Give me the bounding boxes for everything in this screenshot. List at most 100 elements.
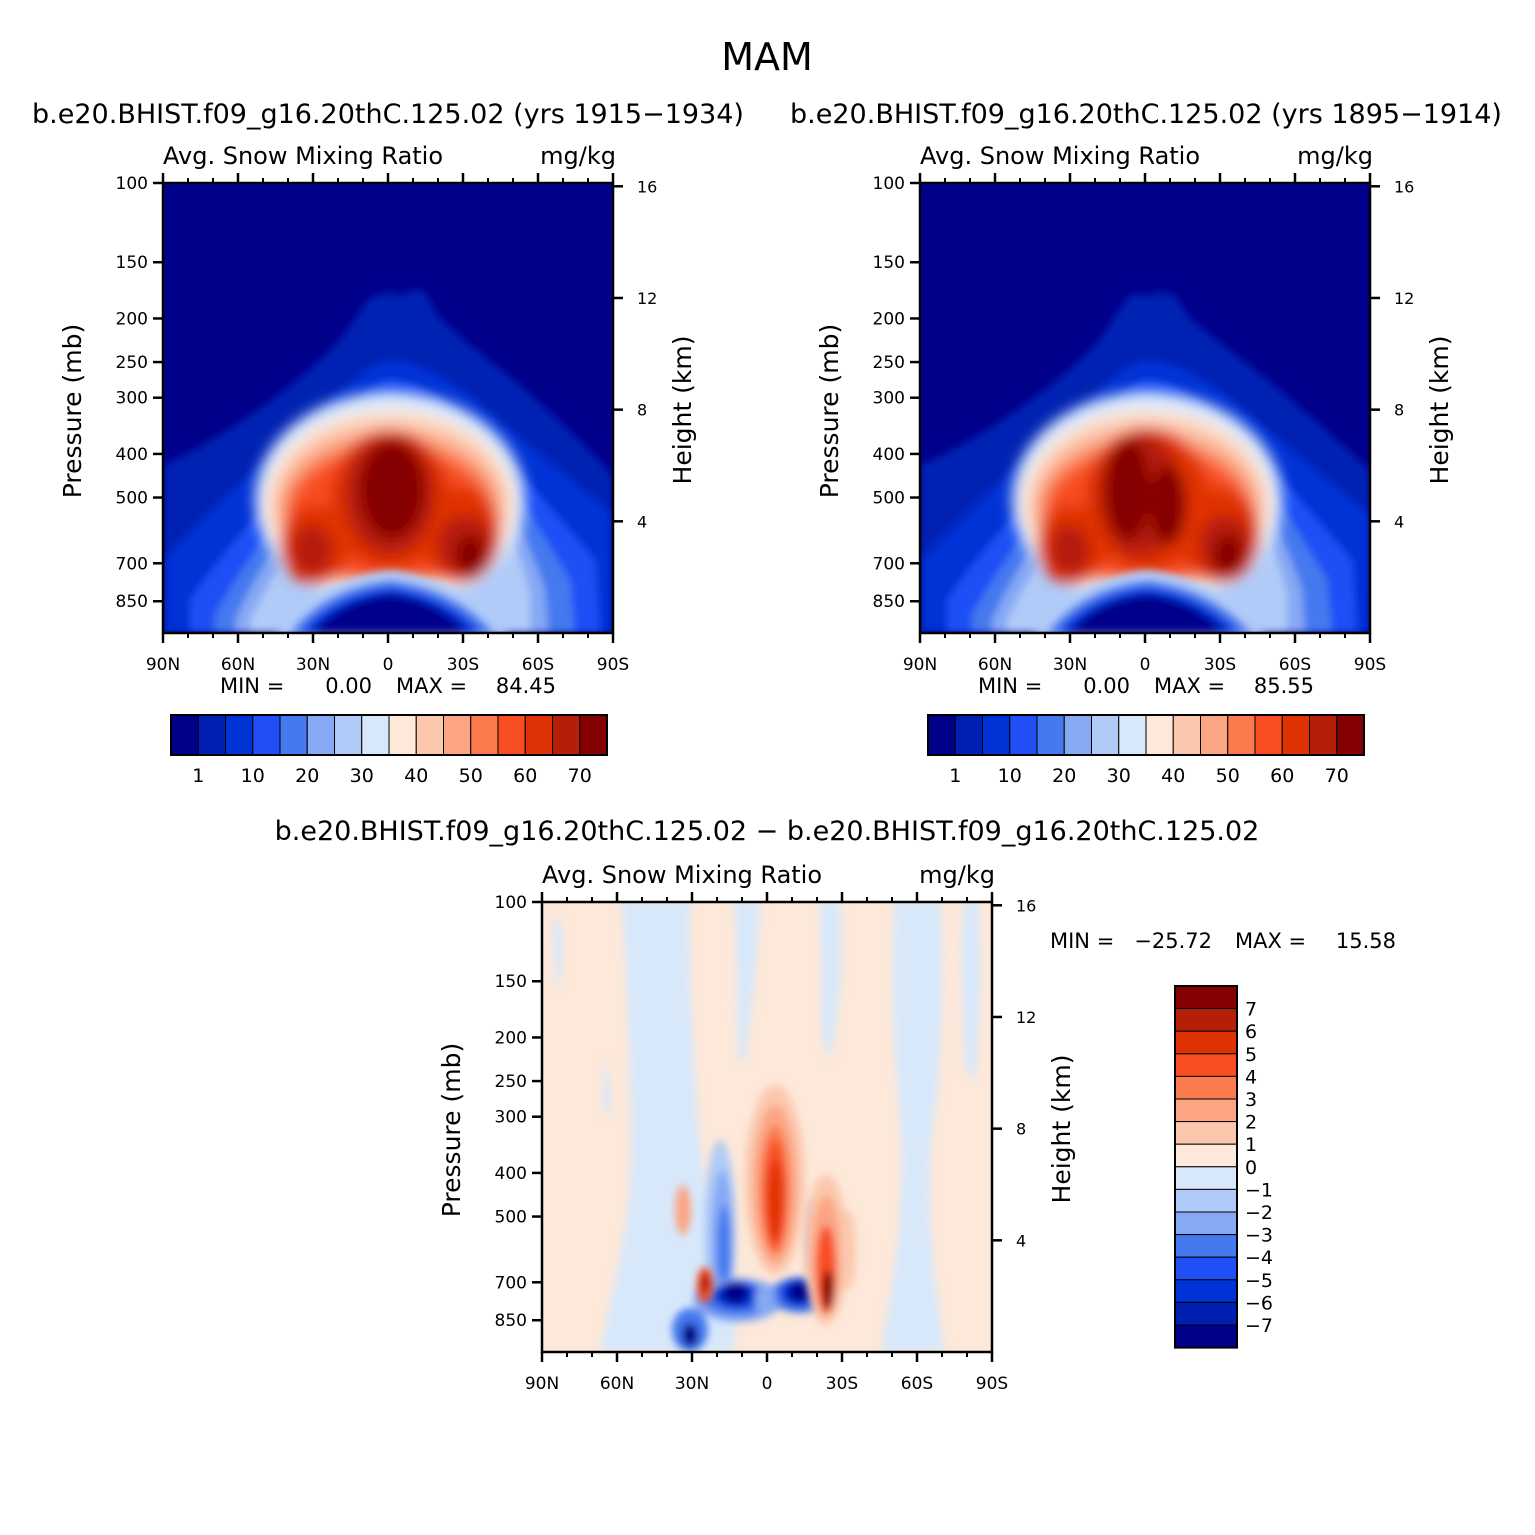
colorbar-label: 4 [1245, 1066, 1257, 1088]
colorbar-label: 5 [1245, 1044, 1257, 1066]
colorbar-label: 20 [1052, 765, 1076, 787]
colorbar-swatch [1174, 1030, 1238, 1055]
colorbar-swatch [552, 714, 581, 756]
y-tick-label: 200 [116, 309, 148, 329]
colorbar-label: −3 [1245, 1225, 1273, 1247]
colorbar-swatch [1281, 714, 1310, 756]
x-tick-label: 60N [600, 1374, 634, 1394]
colorbar-swatch [954, 714, 983, 756]
panel-1-min-value: 0.00 [325, 674, 372, 698]
y-tick-label: 400 [495, 1164, 527, 1184]
x-tick-label: 30N [1053, 655, 1087, 675]
colorbar-swatch [306, 714, 335, 756]
colorbar-swatch [415, 714, 444, 756]
panel-1-min-label: MIN = [220, 674, 284, 698]
colorbar-swatch [1174, 1053, 1238, 1077]
panel-3-title: b.e20.BHIST.f09_g16.20thC.125.02 − b.e20… [275, 816, 1260, 847]
panel-1-title: b.e20.BHIST.f09_g16.20thC.125.02 (yrs 19… [32, 99, 744, 130]
colorbar-swatch [225, 714, 254, 756]
y-tick-label: 400 [116, 445, 148, 465]
colorbar-swatch [1174, 1166, 1238, 1190]
colorbar-swatch [579, 714, 608, 756]
panel-3-axes: 90N 60N 30N 0 30S 60S 90S 100 150 200 250 300 400 500… [437, 892, 1076, 1394]
colorbar-swatch [1254, 714, 1283, 756]
colorbar-swatch [197, 714, 226, 756]
y-right-tick-label: 4 [637, 512, 647, 531]
panel-1-contour-field [163, 183, 613, 633]
colorbar-label: 50 [459, 765, 483, 787]
colorbar-swatch [1172, 714, 1201, 756]
colorbar-swatch [1009, 714, 1038, 756]
y-tick-label: 700 [873, 554, 905, 574]
panel-2-title: b.e20.BHIST.f09_g16.20thC.125.02 (yrs 18… [790, 99, 1502, 130]
y-tick-label: 250 [495, 1072, 527, 1092]
y-tick-label: 500 [495, 1208, 527, 1228]
y-tick-label: 100 [116, 174, 148, 194]
x-tick-label: 30S [1204, 655, 1236, 675]
panel-2-max-label: MAX = [1154, 674, 1225, 698]
colorbar-swatch [1174, 1143, 1238, 1168]
panel-3-subtitle-right: mg/kg [919, 861, 995, 889]
panel-2: b.e20.BHIST.f09_g16.20thC.125.02 (yrs 18… [790, 99, 1502, 787]
colorbar-label: 6 [1245, 1021, 1257, 1043]
colorbar-label: 40 [404, 765, 428, 787]
colorbar-label: −2 [1245, 1202, 1273, 1224]
y-tick-label: 150 [873, 253, 905, 273]
colorbar-swatch [388, 714, 417, 756]
y-axis-title: Pressure (mb) [437, 1043, 466, 1217]
y-right-tick-label: 12 [637, 289, 657, 308]
x-tick-label: 90N [903, 655, 937, 675]
panel-2-max-value: 85.55 [1254, 674, 1314, 698]
colorbar-swatch [1036, 714, 1065, 756]
colorbar-swatch [1174, 1234, 1238, 1258]
y-tick-label: 400 [873, 445, 905, 465]
colorbar-label: 7 [1245, 999, 1257, 1021]
y-tick-label: 150 [495, 972, 527, 992]
y-tick-label: 300 [873, 389, 905, 409]
panel-2-subtitle-left: Avg. Snow Mixing Ratio [920, 142, 1200, 170]
colorbar-swatch [1118, 714, 1147, 756]
colorbar-label: 40 [1161, 765, 1185, 787]
colorbar-label: −7 [1245, 1315, 1273, 1337]
panel-1-max-label: MAX = [396, 674, 467, 698]
x-tick-label: 90S [597, 655, 629, 675]
colorbar-label: 1 [949, 765, 961, 787]
x-tick-label: 60S [901, 1374, 933, 1394]
x-tick-label: 30N [296, 655, 330, 675]
colorbar-swatch [1174, 1279, 1238, 1303]
y-tick-label: 150 [116, 253, 148, 273]
y-right-axis-title: Height (km) [1425, 336, 1454, 485]
colorbar-swatch [470, 714, 499, 756]
colorbar-swatch [361, 714, 390, 756]
y-axis-title: Pressure (mb) [58, 324, 87, 498]
x-tick-label: 90N [525, 1374, 559, 1394]
colorbar-swatch [982, 714, 1011, 756]
panel-3-subtitle-left: Avg. Snow Mixing Ratio [542, 861, 822, 889]
colorbar-label: −6 [1245, 1292, 1273, 1314]
x-tick-label: 60N [978, 655, 1012, 675]
y-right-tick-label: 8 [1394, 401, 1404, 420]
colorbar-label: 60 [1270, 765, 1294, 787]
colorbar-swatch [443, 714, 472, 756]
colorbar-label: 30 [1107, 765, 1131, 787]
y-tick-label: 100 [495, 893, 527, 913]
y-tick-label: 700 [116, 554, 148, 574]
y-right-tick-label: 12 [1016, 1008, 1036, 1027]
y-right-tick-label: 12 [1394, 289, 1414, 308]
panel-3-min-label: MIN = [1050, 929, 1114, 953]
colorbar-swatch [1174, 985, 1238, 1010]
panel-1-max-value: 84.45 [496, 674, 556, 698]
colorbar-label: 1 [1245, 1134, 1257, 1156]
panel-3-max-label: MAX = [1235, 929, 1306, 953]
x-tick-label: 90S [1354, 655, 1386, 675]
panel-1-subtitle-left: Avg. Snow Mixing Ratio [163, 142, 443, 170]
colorbar-frame [170, 714, 608, 756]
y-tick-label: 700 [495, 1273, 527, 1293]
y-tick-label: 250 [116, 353, 148, 373]
colorbar-swatch [927, 714, 956, 756]
colorbar-label: −4 [1245, 1247, 1273, 1269]
panel-1: b.e20.BHIST.f09_g16.20thC.125.02 (yrs 19… [32, 99, 744, 787]
y-right-tick-label: 16 [637, 177, 657, 196]
colorbar-frame [1174, 985, 1238, 1349]
